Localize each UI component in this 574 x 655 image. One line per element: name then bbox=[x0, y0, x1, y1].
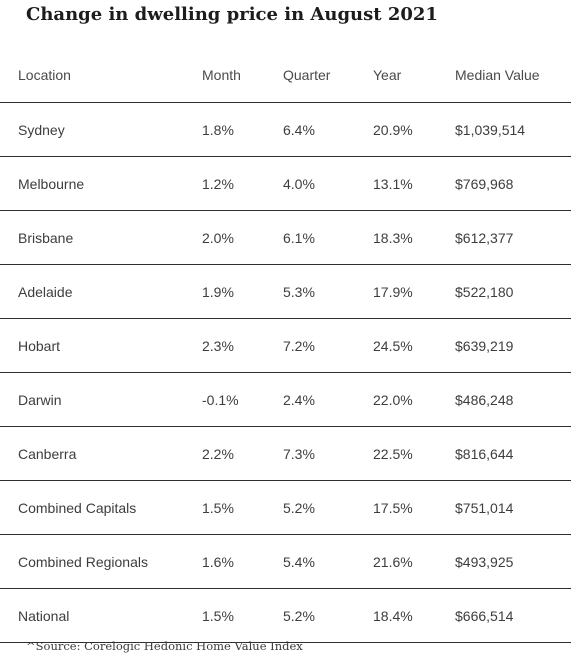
cell-median-value: $816,644 bbox=[455, 445, 514, 462]
cell-quarter: 5.4% bbox=[283, 553, 315, 570]
cell-location: Darwin bbox=[18, 391, 62, 408]
cell-quarter: 6.1% bbox=[283, 229, 315, 246]
column-header-location: Location bbox=[18, 67, 71, 83]
cell-year: 20.9% bbox=[373, 121, 413, 138]
cell-month: 2.3% bbox=[202, 337, 234, 354]
column-header-median-value: Median Value bbox=[455, 67, 540, 83]
cell-median-value: $522,180 bbox=[455, 283, 514, 300]
table-row: Hobart 2.3% 7.2% 24.5% $639,219 bbox=[0, 319, 571, 373]
table-row: Adelaide 1.9% 5.3% 17.9% $522,180 bbox=[0, 265, 571, 319]
table-header-row: Location Month Quarter Year Median Value bbox=[0, 48, 571, 103]
cell-month: 1.9% bbox=[202, 283, 234, 300]
cell-year: 24.5% bbox=[373, 337, 413, 354]
cell-quarter: 7.2% bbox=[283, 337, 315, 354]
cell-location: Adelaide bbox=[18, 283, 73, 300]
table-row: National 1.5% 5.2% 18.4% $666,514 bbox=[0, 589, 571, 643]
table-row: Combined Capitals 1.5% 5.2% 17.5% $751,014 bbox=[0, 481, 571, 535]
cell-location: National bbox=[18, 607, 70, 624]
cell-quarter: 2.4% bbox=[283, 391, 315, 408]
cell-quarter: 7.3% bbox=[283, 445, 315, 462]
cell-median-value: $666,514 bbox=[455, 607, 514, 624]
column-header-quarter: Quarter bbox=[283, 67, 331, 83]
cell-year: 18.4% bbox=[373, 607, 413, 624]
cell-year: 21.6% bbox=[373, 553, 413, 570]
cell-quarter: 6.4% bbox=[283, 121, 315, 138]
cell-month: 1.8% bbox=[202, 121, 234, 138]
cell-month: 1.2% bbox=[202, 175, 234, 192]
cell-month: 2.0% bbox=[202, 229, 234, 246]
cell-median-value: $751,014 bbox=[455, 499, 514, 516]
cell-location: Canberra bbox=[18, 445, 77, 462]
cell-median-value: $1,039,514 bbox=[455, 121, 526, 138]
cell-quarter: 5.2% bbox=[283, 499, 315, 516]
dwelling-price-table: Location Month Quarter Year Median Value… bbox=[0, 48, 571, 643]
cell-month: 1.5% bbox=[202, 499, 234, 516]
cell-location: Melbourne bbox=[18, 175, 85, 192]
cell-year: 13.1% bbox=[373, 175, 413, 192]
cell-year: 17.5% bbox=[373, 499, 413, 516]
table-row: Canberra 2.2% 7.3% 22.5% $816,644 bbox=[0, 427, 571, 481]
cell-year: 22.0% bbox=[373, 391, 413, 408]
source-note: ^Source: Corelogic Hedonic Home Value In… bbox=[26, 639, 303, 653]
cell-quarter: 5.3% bbox=[283, 283, 315, 300]
cell-median-value: $493,925 bbox=[455, 553, 514, 570]
table-row: Brisbane 2.0% 6.1% 18.3% $612,377 bbox=[0, 211, 571, 265]
cell-month: 1.5% bbox=[202, 607, 234, 624]
table-row: Darwin -0.1% 2.4% 22.0% $486,248 bbox=[0, 373, 571, 427]
cell-month: 2.2% bbox=[202, 445, 234, 462]
cell-year: 17.9% bbox=[373, 283, 413, 300]
cell-quarter: 5.2% bbox=[283, 607, 315, 624]
cell-location: Sydney bbox=[18, 121, 65, 138]
page-title: Change in dwelling price in August 2021 bbox=[26, 4, 438, 25]
cell-median-value: $639,219 bbox=[455, 337, 514, 354]
table-row: Sydney 1.8% 6.4% 20.9% $1,039,514 bbox=[0, 103, 571, 157]
cell-location: Combined Capitals bbox=[18, 499, 137, 516]
table-row: Melbourne 1.2% 4.0% 13.1% $769,968 bbox=[0, 157, 571, 211]
cell-location: Hobart bbox=[18, 337, 61, 354]
cell-year: 18.3% bbox=[373, 229, 413, 246]
cell-median-value: $612,377 bbox=[455, 229, 514, 246]
cell-location: Combined Regionals bbox=[18, 553, 148, 570]
cell-year: 22.5% bbox=[373, 445, 413, 462]
column-header-year: Year bbox=[373, 67, 402, 83]
column-header-month: Month bbox=[202, 67, 241, 83]
table-body: Sydney 1.8% 6.4% 20.9% $1,039,514 Melbourne 1.… bbox=[0, 103, 571, 643]
cell-month: 1.6% bbox=[202, 553, 234, 570]
cell-median-value: $769,968 bbox=[455, 175, 514, 192]
table-row: Combined Regionals 1.6% 5.4% 21.6% $493,925 bbox=[0, 535, 571, 589]
cell-median-value: $486,248 bbox=[455, 391, 514, 408]
cell-quarter: 4.0% bbox=[283, 175, 315, 192]
cell-location: Brisbane bbox=[18, 229, 74, 246]
cell-month: -0.1% bbox=[202, 391, 239, 408]
